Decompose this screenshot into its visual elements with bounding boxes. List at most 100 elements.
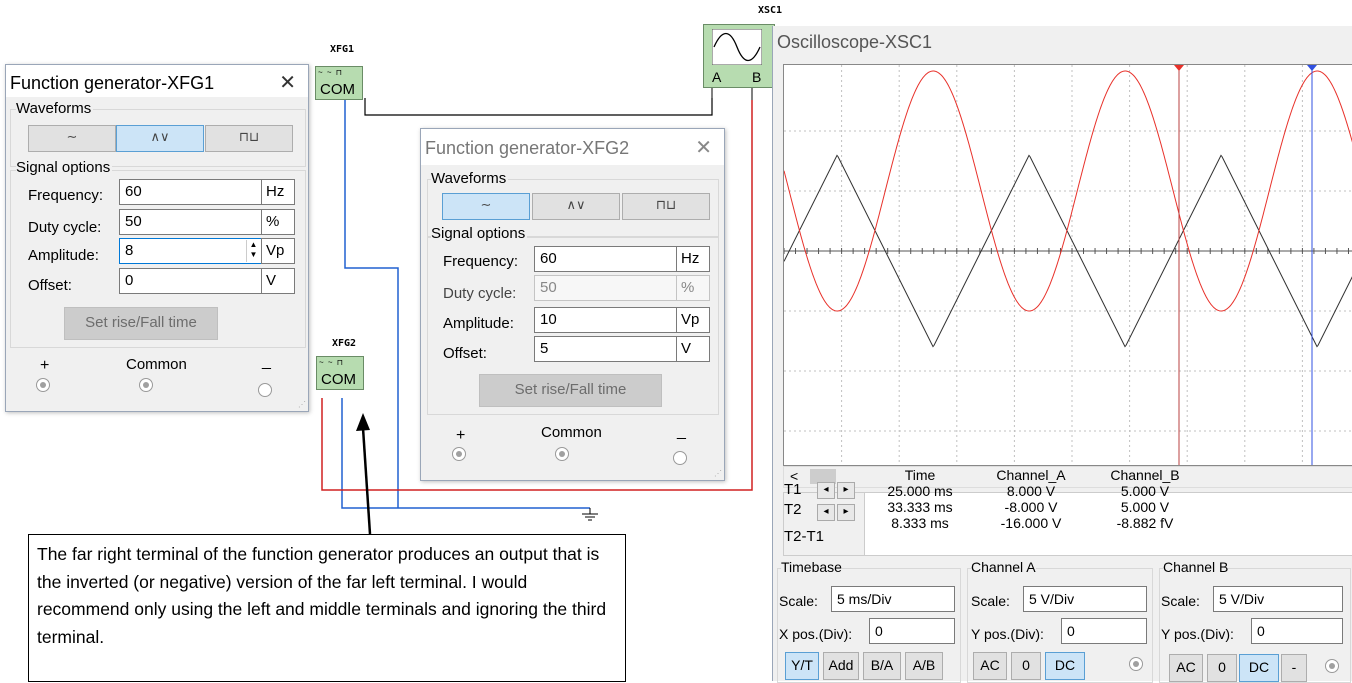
wire-xfg1-to-scope-a[interactable] [364, 98, 713, 116]
plus-terminal-label: + [40, 357, 50, 374]
timebase-xpos-label: X pos.(Div): [779, 626, 853, 642]
amplitude-spinner-icon[interactable]: ▲ ▼ [246, 240, 260, 262]
xfg2-com-label: COM [321, 371, 356, 388]
ground-icon [582, 508, 598, 521]
timebase-label: Timebase [781, 559, 842, 575]
channel-b-ac-button[interactable]: AC [1169, 654, 1203, 682]
xfg2-instrument[interactable]: ~ ~ ⊓ COM [316, 356, 364, 390]
duty-cycle-field[interactable]: 50 [534, 275, 677, 301]
scope-terminal-b[interactable]: B [752, 69, 762, 85]
xfg1-label: XFG1 [330, 44, 355, 55]
oscilloscope-plot [784, 65, 1352, 465]
waveform-triangle-button[interactable]: ∧∨ [116, 125, 204, 152]
t2-label: T2 [784, 501, 802, 518]
channel-b-minus-button[interactable]: - [1281, 654, 1307, 682]
cursor-t2-marker-icon[interactable] [1307, 65, 1317, 71]
frequency-unit: Hz [676, 246, 710, 272]
set-rise-fall-time-button[interactable]: Set rise/Fall time [64, 307, 218, 340]
resize-grip-icon[interactable]: ⋰ [298, 400, 306, 409]
t1-left-arrow-icon[interactable]: ◂ [817, 482, 835, 499]
t1-channel-b: 5.000 V [1120, 483, 1170, 499]
waveform-sine-button[interactable]: ∼ [442, 193, 530, 220]
wire-xfg2-common[interactable] [341, 398, 590, 509]
t2-t1-channel-b: -8.882 fV [1116, 515, 1174, 531]
plus-terminal-radio[interactable] [36, 378, 50, 392]
plus-terminal-radio[interactable] [452, 447, 466, 461]
common-terminal-radio[interactable] [139, 378, 153, 392]
channel-a-zero-button[interactable]: 0 [1011, 652, 1041, 680]
minus-terminal-label: _ [262, 353, 271, 370]
frequency-label: Frequency: [28, 187, 104, 204]
t2-left-arrow-icon[interactable]: ◂ [817, 504, 835, 521]
cursor-t1-marker-icon[interactable] [1174, 65, 1184, 71]
channel-a-header: Channel_A [996, 467, 1066, 483]
minus-terminal-radio[interactable] [258, 383, 272, 397]
scope-terminal-a[interactable]: A [712, 69, 722, 85]
wire-xfg1-common[interactable] [344, 98, 399, 508]
amplitude-unit: Vp [676, 307, 710, 333]
oscilloscope-xsc1-window: Oscilloscope-XSC1 < T1 ◂ ▸ T2 ◂ ▸ T2-T1 … [772, 26, 1352, 683]
resize-grip-icon[interactable]: ⋰ [714, 469, 722, 478]
annotation-note: The far right terminal of the function g… [28, 534, 626, 682]
minus-terminal-label: _ [677, 423, 686, 440]
scrollbar-thumb[interactable] [810, 469, 836, 484]
scope-sine-icon [712, 29, 762, 65]
xfg1-com-label: COM [320, 81, 355, 98]
channel-a-dc-button[interactable]: DC [1045, 652, 1085, 680]
channel-a-trigger-radio[interactable] [1129, 657, 1143, 671]
waveform-icons: ~ ~ ⊓ [319, 358, 345, 367]
amplitude-label: Amplitude: [443, 315, 514, 332]
dialog-title: Function generator-XFG2 [425, 138, 630, 158]
amplitude-field[interactable]: 10 [534, 307, 677, 333]
channel-b-ypos-field[interactable]: 0 [1251, 618, 1343, 644]
xsc1-instrument[interactable]: A B [703, 24, 775, 88]
xfg1-instrument[interactable]: ~ ~ ⊓ COM [315, 66, 363, 100]
t2-t1-channel-a: -16.000 V [1000, 515, 1062, 531]
channel-b-zero-button[interactable]: 0 [1207, 654, 1237, 682]
oscilloscope-screen[interactable] [783, 64, 1352, 466]
t2-right-arrow-icon[interactable]: ▸ [837, 504, 855, 521]
plus-terminal-label: + [456, 427, 466, 444]
channel-a-ypos-field[interactable]: 0 [1061, 618, 1147, 644]
xfg2-label: XFG2 [332, 338, 357, 349]
frequency-field[interactable]: 60 [534, 246, 677, 272]
waveform-square-button[interactable]: ⊓⊔ [622, 193, 710, 220]
t1-right-arrow-icon[interactable]: ▸ [837, 482, 855, 499]
minus-terminal-radio[interactable] [673, 451, 687, 465]
offset-field[interactable]: 5 [534, 336, 677, 362]
signal-options-group [427, 237, 719, 415]
wire-xfg2-to-scope-b[interactable] [321, 100, 753, 491]
channel-b-dc-button[interactable]: DC [1239, 654, 1279, 682]
amplitude-field[interactable]: 8 [119, 238, 262, 264]
mode-ba-button[interactable]: B/A [863, 652, 901, 680]
channel-a-ac-button[interactable]: AC [973, 652, 1007, 680]
common-terminal-radio[interactable] [555, 447, 569, 461]
waveforms-group [427, 179, 719, 237]
duty-cycle-field[interactable]: 50 [119, 209, 262, 235]
amplitude-label: Amplitude: [28, 247, 99, 264]
dialog-title: Function generator-XFG1 [10, 73, 215, 93]
timebase-scale-field[interactable]: 5 ms/Div [831, 586, 955, 612]
close-icon[interactable]: ✕ [695, 137, 712, 159]
scroll-left-icon[interactable]: < [790, 468, 799, 484]
waveform-square-button[interactable]: ⊓⊔ [205, 125, 293, 152]
set-rise-fall-time-button[interactable]: Set rise/Fall time [479, 374, 662, 407]
common-terminal-label: Common [126, 356, 187, 373]
offset-field[interactable]: 0 [119, 268, 262, 294]
waveform-triangle-button[interactable]: ∧∨ [532, 193, 620, 220]
mode-add-button[interactable]: Add [823, 652, 859, 680]
timebase-xpos-field[interactable]: 0 [869, 618, 955, 644]
channel-a-scale-field[interactable]: 5 V/Div [1023, 586, 1147, 612]
channel-b-trigger-radio[interactable] [1325, 659, 1339, 673]
mode-ab-button[interactable]: A/B [905, 652, 943, 680]
mode-yt-button[interactable]: Y/T [785, 652, 819, 680]
waveform-sine-button[interactable]: ∼ [28, 125, 116, 152]
close-icon[interactable]: ✕ [279, 72, 296, 94]
channel-b-scale-field[interactable]: 5 V/Div [1213, 586, 1343, 612]
scope-horizontal-scrollbar[interactable]: < [783, 466, 1352, 488]
common-terminal-label: Common [541, 424, 602, 441]
offset-label: Offset: [28, 277, 72, 294]
amplitude-unit: Vp [261, 238, 295, 264]
waveform-icons: ~ ~ ⊓ [318, 68, 344, 77]
frequency-field[interactable]: 60 [119, 179, 262, 205]
